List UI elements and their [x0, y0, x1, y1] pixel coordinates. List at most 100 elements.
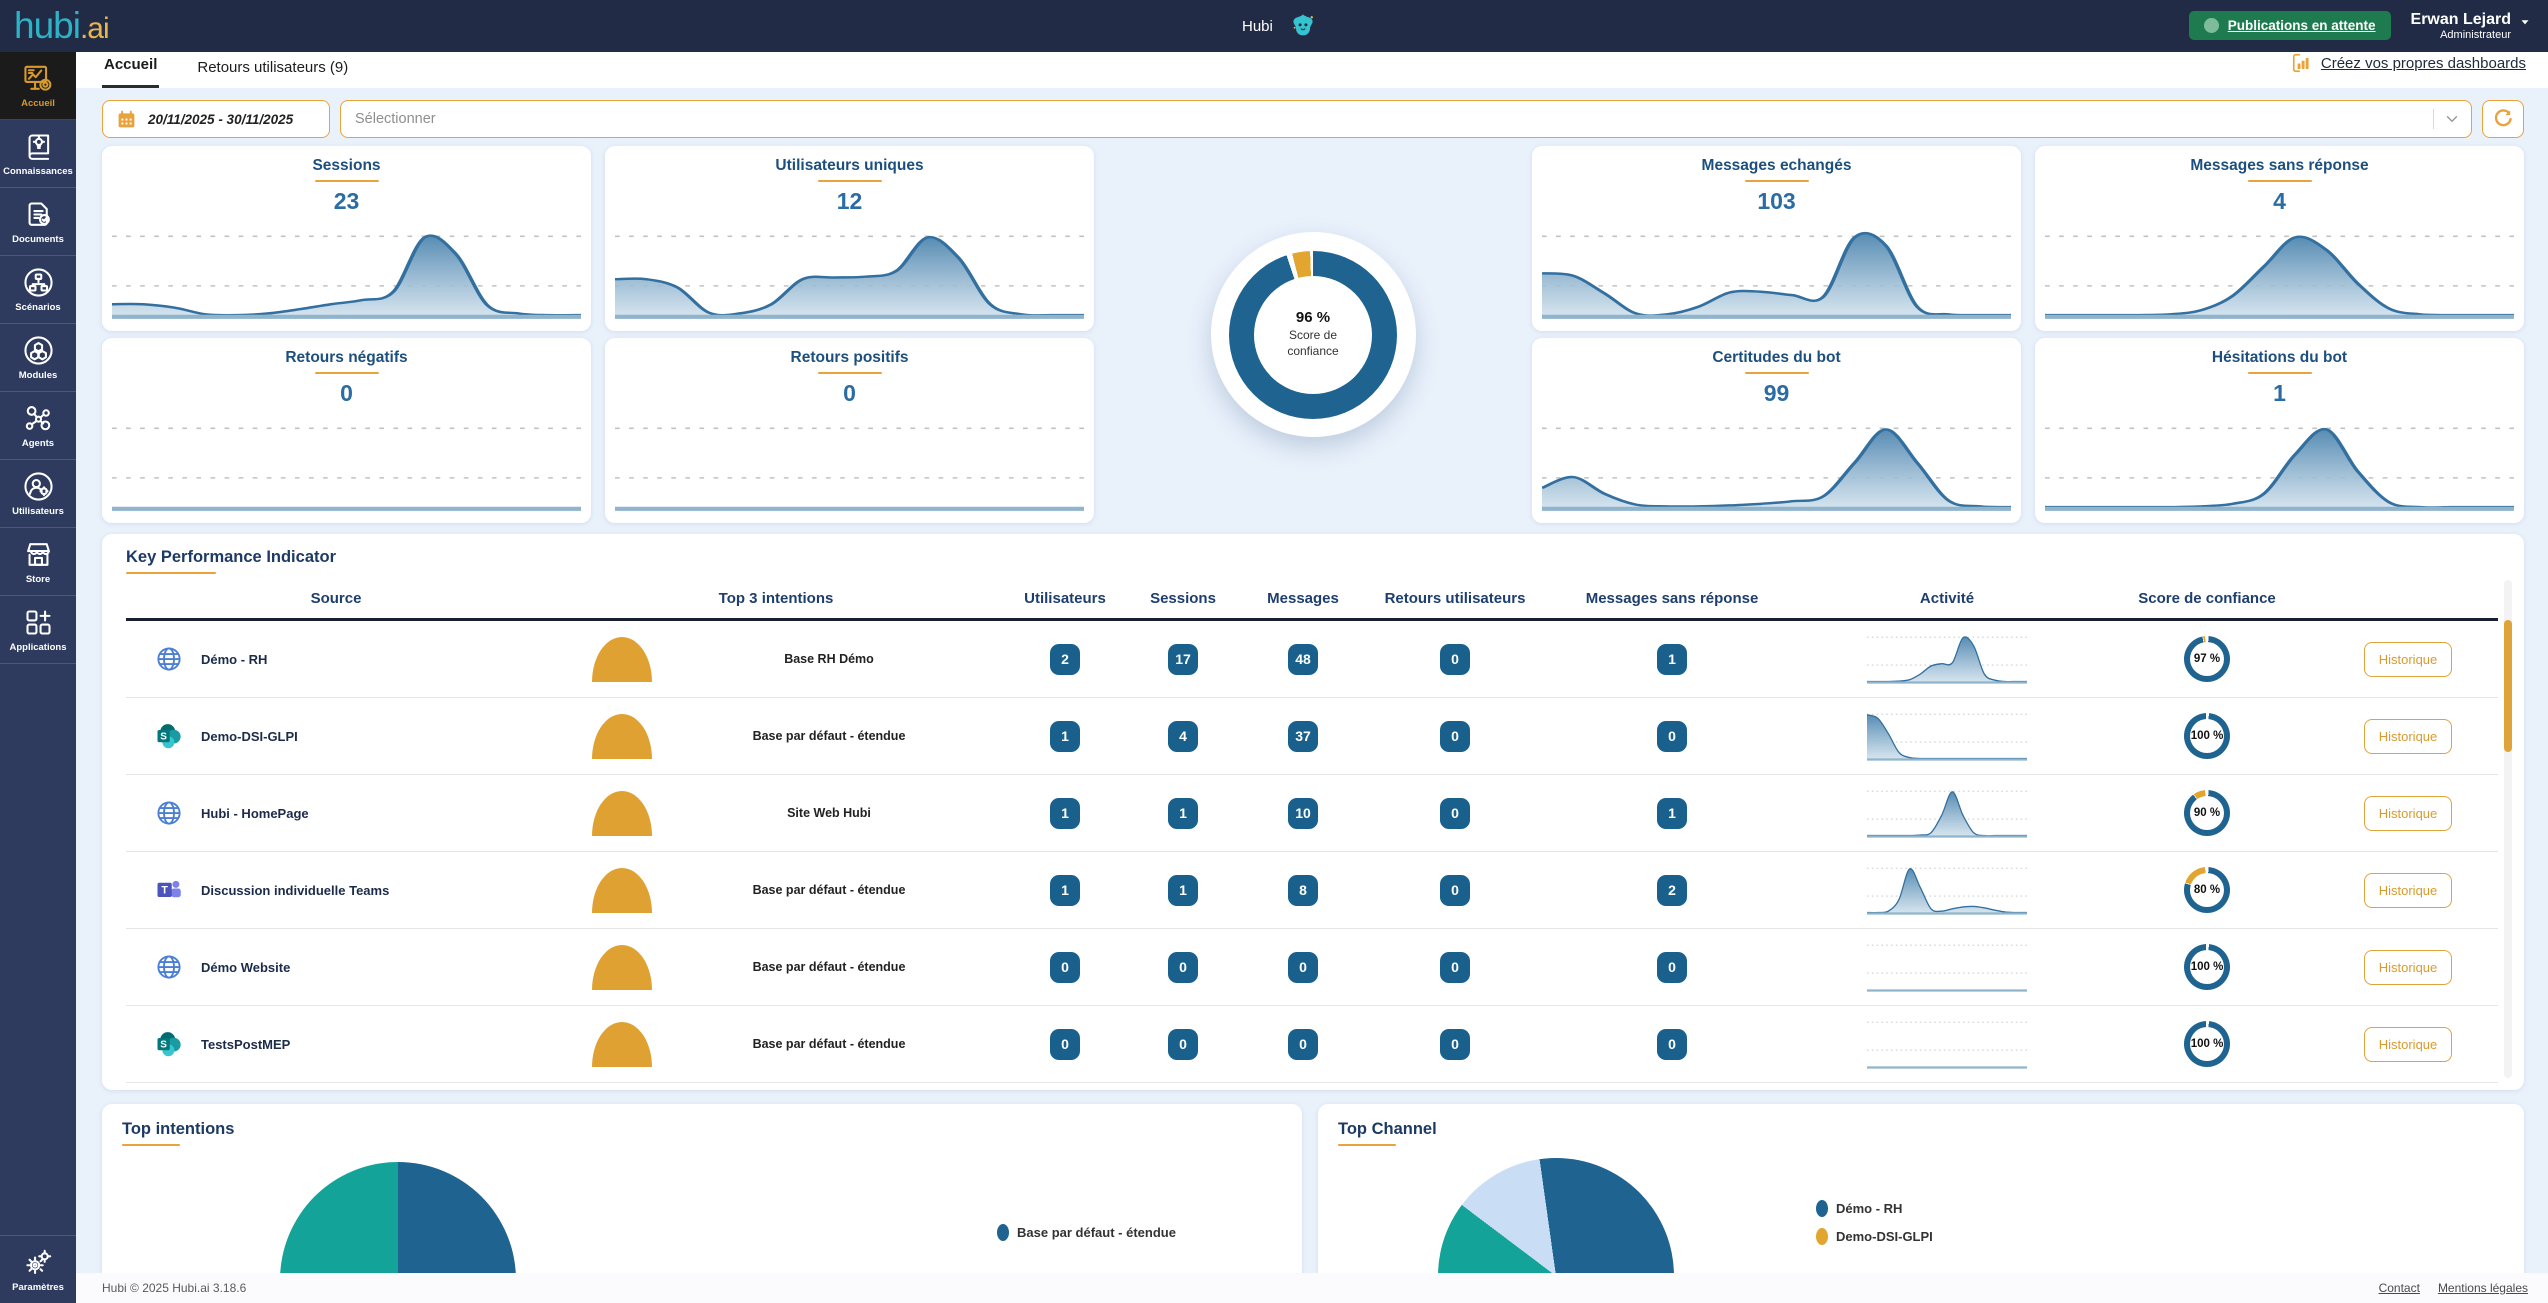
historique-button[interactable]: Historique [2363, 872, 2453, 908]
storefront-icon [22, 538, 55, 571]
refresh-button[interactable] [2482, 100, 2524, 138]
stat-card-retours-positifs: Retours positifs 0 [605, 338, 1094, 523]
hesitations-area-chart [2035, 419, 2524, 515]
retours-negatifs-area-chart [102, 419, 591, 515]
footer-links: Contact Mentions légales [2379, 1281, 2528, 1295]
topbar: hubi .ai Hubi Publications en attente Er… [0, 0, 2548, 52]
legend-label: Base par défaut - étendue [1017, 1225, 1176, 1240]
source-name: Hubi - HomePage [201, 805, 309, 821]
legend-dot [1816, 1228, 1828, 1245]
intent-chart [592, 867, 652, 913]
logo-suffix-text: .ai [79, 11, 110, 45]
intent-label: Site Web Hubi [787, 806, 871, 820]
sidebar-item-applications[interactable]: Applications [0, 596, 76, 664]
sidebar-item-utilisateurs[interactable]: Utilisateurs [0, 460, 76, 528]
accent-underline [122, 1144, 180, 1146]
score-donut: 80 % [2184, 867, 2230, 913]
calendar-icon [116, 109, 137, 130]
accent-underline [817, 372, 882, 374]
create-dashboards-link[interactable]: Créez vos propres dashboards [2291, 52, 2526, 88]
user-menu[interactable]: Erwan Lejard Administrateur [2411, 11, 2532, 41]
gauge-disc: 96 % Score de confiance [1210, 232, 1416, 437]
badge-utilisateurs: 1 [1050, 874, 1080, 906]
tab-retours-utilisateurs[interactable]: Retours utilisateurs (9) [197, 59, 349, 76]
historique-button[interactable]: Historique [2363, 641, 2453, 677]
messages-sans-reponse-area-chart [2035, 227, 2524, 323]
contact-link[interactable]: Contact [2378, 1281, 2420, 1295]
sidebar-item-agents[interactable]: Agents [0, 392, 76, 460]
sidebar-item-scenarios[interactable]: Scénarios [0, 256, 76, 324]
stat-card-utilisateurs-uniques: Utilisateurs uniques 12 [605, 146, 1094, 331]
stat-card-hesitations: Hésitations du bot 1 [2035, 338, 2524, 523]
user-role: Administrateur [2440, 29, 2511, 42]
badge-sessions: 4 [1168, 720, 1198, 752]
bot-avatar-icon [1289, 12, 1317, 40]
badge-retours: 0 [1440, 720, 1470, 752]
table-row: Démo Website Base par défaut - étendue 0… [126, 929, 2498, 1006]
intent-label: Base par défaut - étendue [752, 1037, 906, 1051]
source-select[interactable]: Sélectionner [340, 100, 2472, 138]
historique-button[interactable]: Historique [2363, 718, 2453, 754]
sidebar-item-documents[interactable]: Documents [0, 188, 76, 256]
stat-value: 99 [1763, 380, 1790, 406]
sidebar-item-label: Applications [9, 642, 67, 653]
date-range-picker[interactable]: 20/11/2025 - 30/11/2025 [102, 100, 330, 138]
column-header-messages: Messages [1267, 590, 1339, 607]
bot-header: Hubi [1242, 0, 1317, 52]
stat-card-messages-echanges: Messages echangés 103 [1532, 146, 2021, 331]
table-row: S TestsPostMEP Base par défaut - étendue … [126, 1006, 2498, 1083]
historique-button[interactable]: Historique [2363, 795, 2453, 831]
badge-sans-reponse: 2 [1657, 874, 1687, 906]
chevron-down-icon[interactable] [2518, 15, 2532, 29]
sidebar-item-label: Documents [12, 234, 64, 245]
app-logo[interactable]: hubi .ai [14, 7, 110, 45]
stat-value: 23 [333, 188, 360, 214]
legend-dot [1816, 1200, 1828, 1217]
historique-button[interactable]: Historique [2363, 1026, 2453, 1062]
column-header-score: Score de confiance [2138, 590, 2276, 607]
intent-chart [592, 1021, 652, 1067]
badge-sans-reponse: 1 [1657, 643, 1687, 675]
sidebar-item-modules[interactable]: Modules [0, 324, 76, 392]
table-row: T Discussion individuelle Teams Base par … [126, 852, 2498, 929]
tab-accueil[interactable]: Accueil [102, 56, 160, 88]
badge-messages: 8 [1288, 874, 1318, 906]
svg-text:S: S [160, 732, 167, 743]
badge-sans-reponse: 0 [1657, 720, 1687, 752]
kpi-scrollbar-thumb[interactable] [2504, 620, 2512, 752]
mentions-legales-link[interactable]: Mentions légales [2437, 1281, 2528, 1295]
stat-value: 0 [843, 380, 856, 406]
legend-item: Demo-DSI-GLPI [1816, 1228, 1933, 1245]
stats-section: Sessions 23 Utilisateurs uniques 12 Reto… [102, 146, 2524, 523]
intent-label: Base par défaut - étendue [752, 729, 906, 743]
cubes-icon [22, 334, 55, 367]
chevron-down-icon[interactable] [2443, 110, 2461, 128]
refresh-icon [2492, 108, 2514, 130]
column-header-sessions: Sessions [1150, 590, 1216, 607]
stat-value: 1 [2273, 380, 2286, 406]
stat-card-certitudes: Certitudes du bot 99 [1532, 338, 2021, 523]
sidebar-item-store[interactable]: Store [0, 528, 76, 596]
stat-title: Retours positifs [790, 349, 909, 366]
sidebar-item-connaissances[interactable]: Connaissances [0, 120, 76, 188]
kpi-section: Key Performance Indicator Source Top 3 i… [102, 534, 2524, 1090]
sidebar-item-label: Modules [18, 370, 58, 381]
publications-button[interactable]: Publications en attente [2188, 11, 2391, 41]
sidebar-item-parametres[interactable]: Paramètres [0, 1235, 76, 1303]
historique-button[interactable]: Historique [2363, 949, 2453, 985]
score-label: 100 % [2190, 1038, 2224, 1050]
table-row: Démo - RH Base RH Démo 2 17 48 0 1 97 % … [126, 621, 2498, 698]
source-name: Demo-DSI-GLPI [201, 728, 298, 744]
kpi-title: Key Performance Indicator [126, 548, 336, 566]
kpi-scrollbar[interactable] [2504, 580, 2512, 1078]
bar-chart-icon [2291, 52, 2313, 74]
stat-title: Sessions [312, 157, 381, 174]
column-header-source: Source [310, 590, 362, 607]
sidebar-item-label: Agents [21, 438, 55, 449]
teams-icon: T [154, 875, 184, 905]
select-placeholder: Sélectionner [355, 111, 436, 127]
activity-sparkline [1866, 863, 2028, 917]
stat-title: Utilisateurs uniques [775, 157, 924, 174]
sidebar-item-accueil[interactable]: Accueil [0, 52, 76, 120]
score-label: 90 % [2193, 807, 2221, 819]
